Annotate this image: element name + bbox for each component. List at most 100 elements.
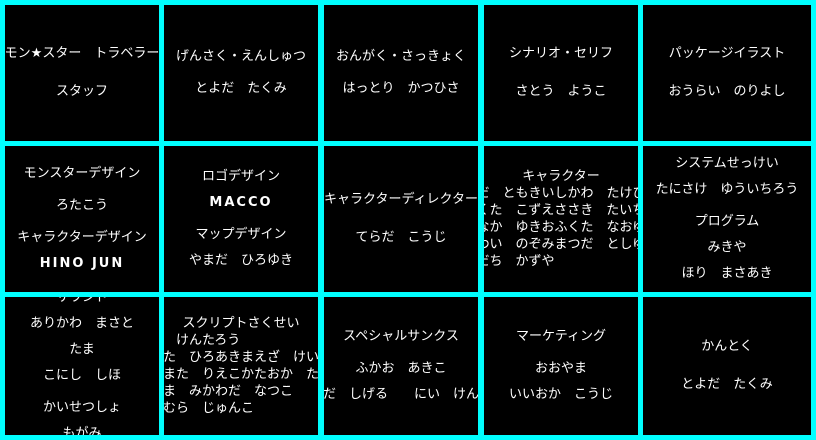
credit-name: HINO JUN — [39, 256, 125, 271]
credit-panel-original-story-direction: げんさく・えんしゅつ とよだ たくみ — [161, 0, 321, 143]
credit-panel-marketing: マーケティング おおやまいいおか こうじ — [481, 295, 641, 440]
credit-name: さとう ようこ — [515, 84, 607, 99]
credit-panel-scenario-dialogue: シナリオ・セリフ さとう ようこ — [481, 0, 641, 143]
credit-name: よしだ しげる にい けんしん — [324, 387, 478, 402]
credit-name: ほり まさあき — [681, 266, 773, 281]
credit-name: わだ なつこ — [215, 383, 294, 399]
credit-heading: ロゴデザイン — [201, 169, 280, 184]
credit-name: やまだ ひろゆき — [188, 253, 293, 268]
credit-panel-content: サウンドありかわ まさと たまこにし しほ かいせつしょもがみ — [5, 297, 159, 435]
credit-name: MACCO — [209, 195, 273, 210]
credit-heading: システムせっけい — [675, 156, 779, 171]
credit-name: おおやま — [534, 361, 587, 376]
credit-panel-content: げんさく・えんしゅつ とよだ たくみ — [164, 5, 318, 141]
credit-heading: かんとく — [701, 339, 753, 354]
credit-panel-content: システムせっけいたにさけ ゆういちろう プログラムみきやほり まさあき — [643, 146, 811, 292]
credit-heading: マーケティング — [516, 329, 606, 344]
credit-name: いしかわ たけひろ — [541, 185, 639, 201]
credit-name-row: あべ けんたろう — [164, 332, 240, 349]
credit-panel-content: キャラクターディレクター てらだ こうじ — [324, 146, 478, 292]
credit-name: たま — [69, 342, 95, 357]
credit-name: もがみ — [62, 426, 102, 435]
credit-name: みきや — [707, 240, 747, 255]
credit-heading: モン★スター トラベラー — [5, 46, 159, 61]
credit-heading: スクリプトさくせい — [182, 315, 300, 331]
credit-name: かつまた りえこ — [164, 366, 241, 382]
credit-name: ささき たいち — [554, 202, 638, 218]
credit-name: なかむら じゅんこ — [164, 400, 254, 416]
credit-panel-character-director: キャラクターディレクター てらだ こうじ — [321, 143, 481, 295]
credit-name: とよだ たくみ — [681, 377, 773, 392]
credit-name: ありかわ まさと — [29, 316, 134, 331]
credit-heading: シナリオ・セリフ — [508, 46, 613, 61]
credit-name: かごた ひろあき — [164, 349, 241, 365]
credit-panel-content: シナリオ・セリフ さとう ようこ — [484, 5, 638, 141]
credit-panel-content: モン★スター トラベラー スタッフ — [5, 5, 159, 141]
credit-name: ふくた なおゆき — [554, 219, 639, 235]
credit-heading: おんがく・さっきょく — [335, 49, 466, 64]
credit-heading: げんさく・えんしゅつ — [175, 49, 306, 64]
credit-name-row: なかむら じゅんこ — [164, 400, 254, 417]
credit-name: プログラム — [694, 214, 760, 229]
credit-name: たなか ゆきお — [484, 219, 555, 235]
credit-heading: キャラクター — [522, 168, 600, 184]
credit-name: おだ ともき — [484, 185, 542, 201]
credit-name: まつだ としゆき — [554, 236, 639, 252]
credit-panel-system-design-program: システムせっけいたにさけ ゆういちろう プログラムみきやほり まさあき — [641, 143, 816, 295]
credit-name: かくた こずえ — [484, 202, 555, 218]
credit-name: かいせつしょ — [42, 400, 121, 415]
credit-name: たにさけ ゆういちろう — [655, 182, 799, 197]
credit-name: てらだ こうじ — [355, 230, 447, 245]
credit-name: マップデザイン — [195, 227, 287, 242]
credit-heading: スペシャルサンクス — [343, 329, 459, 344]
credit-name: たじま みか — [164, 383, 215, 399]
credit-heading: サウンド — [55, 297, 108, 305]
credit-name: スタッフ — [55, 84, 108, 99]
credit-name: はっとり かつひさ — [342, 81, 460, 96]
credit-name: まえざ けいこ — [241, 349, 318, 365]
credit-name: あべ けんたろう — [175, 332, 241, 348]
credit-name: ろたこう — [55, 198, 108, 213]
credit-panel-content: ロゴデザイン MACCO マップデザイン やまだ ひろゆき — [164, 146, 318, 292]
credit-heading: モンスターデザイン — [23, 166, 141, 181]
credit-name: あだち かずや — [484, 253, 555, 269]
credit-heading: キャラクターディレクター — [324, 192, 478, 207]
credit-name: かわい のぞみ — [484, 236, 555, 252]
credit-panel-content: パッケージイラスト おうらい のりよし — [643, 5, 811, 141]
credit-name: こにし しほ — [42, 368, 121, 383]
credit-name-row: あだち かずや — [484, 253, 555, 270]
credit-panel-content: かんとくとよだ たくみ — [643, 297, 811, 435]
credit-name: いいおか こうじ — [508, 387, 613, 402]
credit-panel-title: モン★スター トラベラー スタッフ — [0, 0, 161, 143]
credit-panel-sound-manual: サウンドありかわ まさと たまこにし しほ かいせつしょもがみ — [0, 295, 161, 440]
credit-name: かたおか たかし — [241, 366, 318, 382]
credit-panel-content: おんがく・さっきょく はっとり かつひさ — [324, 5, 478, 141]
credit-name: キャラクターデザイン — [17, 230, 147, 245]
credit-panel-content: マーケティング おおやまいいおか こうじ — [484, 297, 638, 435]
credit-panel-monster-character-design: モンスターデザイン ろたこうキャラクターデザイン HINO JUN — [0, 143, 161, 295]
credit-name: とよだ たくみ — [195, 81, 287, 96]
credit-name: おうらい のりよし — [668, 84, 786, 99]
credit-panel-director: かんとくとよだ たくみ — [641, 295, 816, 440]
credit-panel-content: モンスターデザイン ろたこうキャラクターデザイン HINO JUN — [5, 146, 159, 292]
credit-panel-music-composition: おんがく・さっきょく はっとり かつひさ — [321, 0, 481, 143]
credit-heading: パッケージイラスト — [668, 46, 786, 61]
credit-panel-package-illustration: パッケージイラスト おうらい のりよし — [641, 0, 816, 143]
credit-panel-logo-map-design: ロゴデザイン MACCO マップデザイン やまだ ひろゆき — [161, 143, 321, 295]
